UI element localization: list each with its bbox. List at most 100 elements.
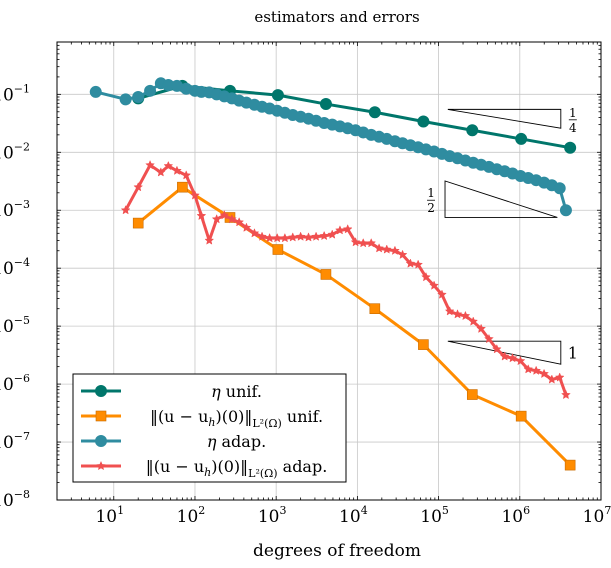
data-point <box>342 224 353 234</box>
data-point <box>119 93 132 106</box>
data-point <box>327 229 338 239</box>
slope-label-denominator: 4 <box>569 121 577 135</box>
data-point <box>515 132 528 145</box>
data-point <box>319 98 332 111</box>
y-tick-label: 10−4 <box>0 256 30 279</box>
data-point <box>421 272 431 282</box>
data-point <box>405 258 416 268</box>
data-point <box>155 167 166 177</box>
data-point <box>468 316 479 326</box>
data-point <box>287 232 298 242</box>
data-point <box>132 217 144 229</box>
legend-item: ‖(u − uh)(0)‖L²(Ω) unif. <box>81 407 323 430</box>
data-point <box>219 210 230 220</box>
data-point <box>204 235 215 245</box>
x-tick-label: 105 <box>420 504 449 527</box>
slope-label: 1 <box>568 344 578 363</box>
data-point <box>381 244 392 254</box>
data-point <box>303 232 314 242</box>
data-point <box>177 181 188 193</box>
data-point <box>132 90 145 103</box>
data-point <box>358 238 369 248</box>
data-point <box>417 115 430 128</box>
data-point <box>564 459 576 471</box>
data-point <box>120 205 131 215</box>
data-point <box>319 230 330 241</box>
data-point <box>564 141 577 154</box>
data-point <box>554 372 565 382</box>
data-point <box>320 269 332 280</box>
data-point <box>96 460 106 471</box>
legend-item: η adap. <box>81 432 266 451</box>
data-point <box>413 259 424 269</box>
series-2 <box>132 181 576 471</box>
data-point <box>226 214 237 224</box>
data-point <box>374 243 384 253</box>
data-point <box>95 435 107 447</box>
legend: η unif. ‖(u − uh)(0)‖L²(Ω) unif. η adap. ‖(… <box>72 373 347 483</box>
data-point <box>466 124 479 137</box>
x-tick-label: 101 <box>95 504 124 527</box>
data-point <box>335 225 345 235</box>
data-point <box>499 351 510 361</box>
data-point <box>561 389 571 400</box>
x-tick-label: 106 <box>501 504 530 527</box>
x-tick-label: 107 <box>583 504 611 527</box>
data-point <box>89 85 102 98</box>
data-point <box>515 410 527 422</box>
data-point <box>350 237 361 247</box>
data-point <box>366 238 377 248</box>
data-point <box>476 323 487 333</box>
data-point <box>257 231 267 241</box>
y-tick-label: 10−5 <box>0 314 30 337</box>
data-point <box>484 333 494 344</box>
y-tick-label: 10−2 <box>0 140 30 163</box>
data-point <box>418 339 429 350</box>
slope-label-numerator: 1 <box>569 106 577 120</box>
data-point <box>272 244 284 255</box>
legend-label: ‖(u − uh)(0)‖L²(Ω) unif. <box>150 407 323 430</box>
data-point <box>190 190 200 200</box>
data-point <box>295 231 306 241</box>
grid-lines <box>57 42 601 500</box>
legend-label: η unif. <box>211 382 262 401</box>
slope-triangle <box>444 180 558 218</box>
data-point <box>507 353 518 363</box>
data-point <box>397 249 408 260</box>
data-point <box>515 355 526 366</box>
slope-label-denominator: 2 <box>427 201 435 215</box>
y-tick-label: 10−7 <box>0 430 30 453</box>
data-point <box>368 106 381 119</box>
data-point <box>196 210 207 221</box>
x-axis-label: degrees of freedom <box>253 541 421 561</box>
series-group <box>89 77 577 471</box>
chart-title: estimators and errors <box>254 8 419 26</box>
plot-frame <box>56 41 602 501</box>
data-point <box>369 303 381 314</box>
slope-triangle <box>447 108 562 129</box>
data-point <box>437 289 447 299</box>
data-point <box>444 306 455 316</box>
data-point <box>553 182 566 195</box>
data-point <box>145 159 155 170</box>
data-point <box>234 217 245 227</box>
x-tick-label: 102 <box>177 504 206 527</box>
series-line <box>124 163 568 396</box>
y-tick-label: 10−1 <box>0 82 30 105</box>
data-point <box>523 364 534 374</box>
data-point <box>133 182 144 192</box>
series-line <box>137 185 572 467</box>
data-point <box>491 344 502 354</box>
data-point <box>272 232 283 243</box>
data-point <box>429 280 439 290</box>
data-point <box>271 89 284 102</box>
data-point <box>95 410 107 422</box>
data-point <box>95 385 107 397</box>
data-point <box>539 368 549 379</box>
data-point <box>144 84 157 97</box>
x-tick-label: 103 <box>258 504 287 527</box>
legend-label: ‖(u − uh)(0)‖L²(Ω) adap. <box>146 457 328 480</box>
legend-item: η unif. <box>81 382 262 401</box>
y-tick-label: 10−8 <box>0 488 30 511</box>
